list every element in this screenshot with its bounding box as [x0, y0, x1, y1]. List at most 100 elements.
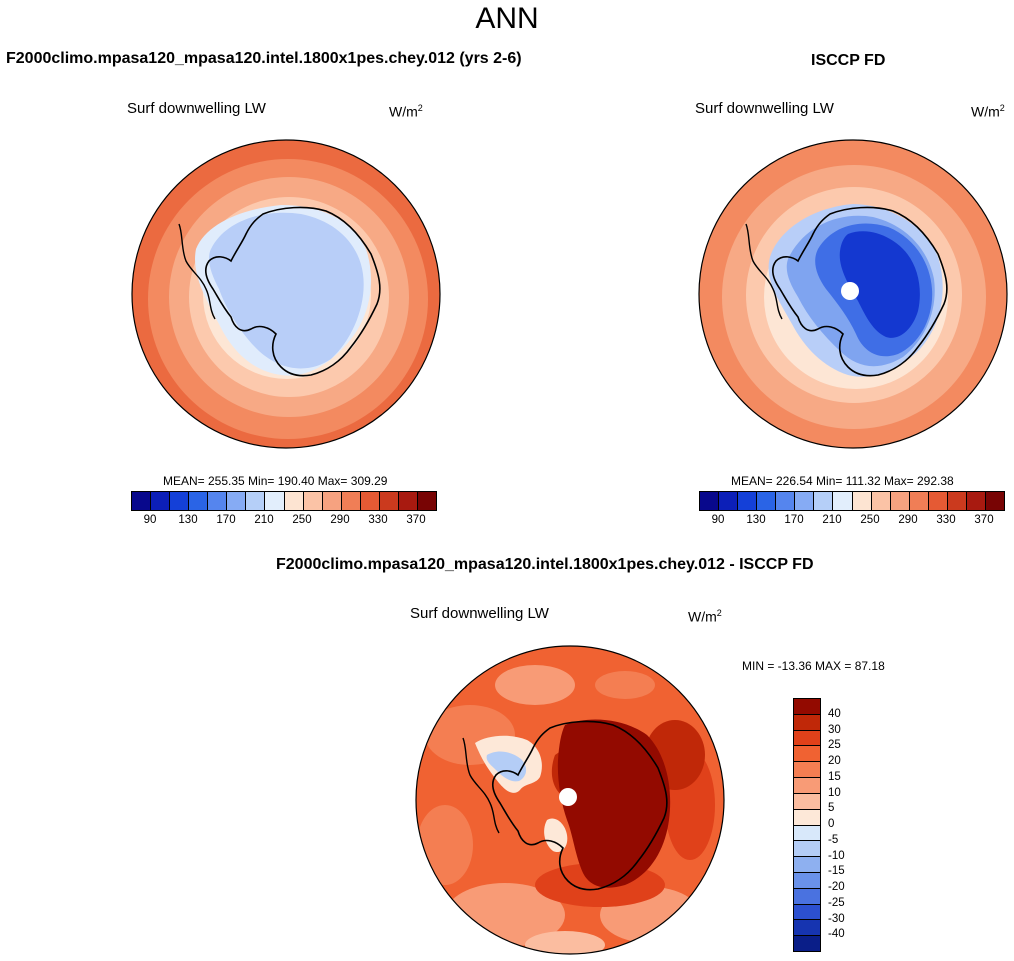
diff-colorbar-tick-label: 0 — [828, 818, 835, 830]
diff-colorbar-tick-label: -30 — [828, 912, 845, 925]
model-colorbar-swatch — [303, 492, 323, 510]
diff-colorbar-tick-label: -15 — [828, 865, 845, 878]
obs-colorbar-tick-label: 330 — [936, 514, 956, 526]
model-colorbar-swatch — [208, 492, 228, 510]
diff-case-title: F2000climo.mpasa120_mpasa120.intel.1800x… — [276, 556, 814, 573]
obs-band-8 — [839, 231, 920, 338]
model-polar-map — [131, 139, 441, 449]
obs-peninsula — [745, 223, 783, 320]
model-colorbar-tick-label: 250 — [292, 514, 312, 526]
obs-colorbar-swatch — [909, 492, 929, 510]
model-colorbar-ticks: 90 130 170 210 250 290 330 370 — [131, 514, 435, 530]
obs-colorbar-swatch — [757, 492, 777, 510]
diff-colorbar-tick-label: -5 — [828, 833, 839, 846]
main-title: ANN — [475, 2, 539, 35]
model-colorbar-swatch — [284, 492, 304, 510]
diff-polar-map — [415, 645, 725, 955]
model-colorbar-swatch — [417, 492, 436, 510]
obs-colorbar-swatch — [852, 492, 872, 510]
model-peninsula — [178, 223, 216, 320]
model-colorbar-swatch — [360, 492, 380, 510]
obs-colorbar-tick-label: 130 — [746, 514, 766, 526]
diff-colorbar-swatch — [794, 730, 820, 747]
diff-colorbar-tick-label: -20 — [828, 881, 845, 893]
diff-coastline — [491, 720, 668, 891]
diff-variable-label: Surf downwelling LW — [410, 605, 549, 622]
obs-colorbar-tick-label: 290 — [898, 514, 918, 526]
diff-peninsula — [462, 737, 500, 834]
model-colorbar — [131, 491, 437, 511]
diff-colorbar-tick-label: -25 — [828, 896, 845, 909]
obs-colorbar-tick-label: 210 — [822, 514, 842, 526]
model-colorbar-swatch — [151, 492, 171, 510]
diff-colorbar-swatch — [794, 904, 820, 921]
obs-colorbar-swatch — [719, 492, 739, 510]
diff-units-label: W/m2 — [688, 608, 722, 625]
obs-colorbar-tick-label: 370 — [974, 514, 994, 526]
diff-colorbar-swatch — [794, 793, 820, 810]
obs-colorbar-swatch — [776, 492, 796, 510]
model-colorbar-swatch — [227, 492, 247, 510]
diff-colorbar-swatch — [794, 809, 820, 826]
model-variable-label: Surf downwelling LW — [127, 100, 266, 117]
model-colorbar-swatch — [246, 492, 266, 510]
obs-colorbar-swatch — [928, 492, 948, 510]
model-colorbar-swatch — [398, 492, 418, 510]
diff-colorbar-swatch — [794, 714, 820, 731]
obs-coastline — [771, 206, 948, 377]
obs-colorbar-swatch — [947, 492, 967, 510]
diff-colorbar-tick-label: 5 — [828, 802, 835, 815]
model-colorbar-swatch — [132, 492, 152, 510]
model-colorbar-swatch — [379, 492, 399, 510]
diff-colorbar-ticks: 40 30 25 20 15 10 5 0 -5 -10 -15 -20 -25 -30 -40 — [828, 698, 868, 950]
model-colorbar-swatch — [341, 492, 361, 510]
diff-colorbar-tick-label: 30 — [828, 723, 841, 736]
diff-colorbar-swatch — [794, 762, 820, 779]
obs-colorbar-swatch — [738, 492, 758, 510]
model-colorbar-tick-label: 130 — [178, 514, 198, 526]
obs-colorbar — [699, 491, 1005, 511]
model-colorbar-tick-label: 330 — [368, 514, 388, 526]
model-colorbar-tick-label: 370 — [406, 514, 426, 526]
obs-colorbar-swatch — [871, 492, 891, 510]
model-colorbar-swatch — [265, 492, 285, 510]
diff-minmax: MIN = -13.36 MAX = 87.18 — [742, 659, 885, 673]
model-colorbar-tick-label: 290 — [330, 514, 350, 526]
obs-colorbar-ticks: 90 130 170 210 250 290 330 370 — [699, 514, 1003, 530]
obs-colorbar-swatch — [985, 492, 1004, 510]
obs-colorbar-swatch — [814, 492, 834, 510]
obs-missing-pole — [841, 282, 859, 300]
model-colorbar-tick-label: 210 — [254, 514, 274, 526]
diff-colorbar-swatch — [794, 778, 820, 794]
obs-polar-map — [698, 139, 1008, 449]
diff-colorbar — [793, 698, 821, 952]
diff-colorbar-tick-label: 10 — [828, 786, 841, 799]
obs-colorbar-swatch — [966, 492, 986, 510]
obs-colorbar-swatch — [700, 492, 720, 510]
model-coastline — [204, 206, 381, 377]
diff-colorbar-swatch — [794, 841, 820, 858]
obs-colorbar-swatch — [795, 492, 815, 510]
diff-colorbar-swatch — [794, 936, 820, 951]
diff-high-positive-region — [557, 719, 671, 888]
diff-colorbar-tick-label: 15 — [828, 770, 841, 783]
obs-colorbar-tick-label: 250 — [860, 514, 880, 526]
model-colorbar-swatch — [189, 492, 209, 510]
diff-colorbar-swatch — [794, 825, 820, 842]
model-colorbar-swatch — [170, 492, 190, 510]
diff-colorbar-swatch — [794, 857, 820, 873]
diff-colorbar-tick-label: -10 — [828, 849, 845, 862]
diff-colorbar-tick-label: 25 — [828, 739, 841, 752]
obs-variable-label: Surf downwelling LW — [695, 100, 834, 117]
obs-colorbar-swatch — [833, 492, 853, 510]
model-units-label: W/m2 — [389, 103, 423, 120]
obs-stats: MEAN= 226.54 Min= 111.32 Max= 292.38 — [731, 474, 954, 488]
obs-colorbar-swatch — [890, 492, 910, 510]
model-stats: MEAN= 255.35 Min= 190.40 Max= 309.29 — [163, 474, 388, 488]
diff-colorbar-tick-label: 20 — [828, 755, 841, 767]
diff-colorbar-swatch — [794, 888, 820, 905]
obs-colorbar-tick-label: 90 — [711, 514, 725, 526]
model-colorbar-tick-label: 90 — [143, 514, 157, 526]
diff-colorbar-swatch — [794, 699, 820, 715]
diff-colorbar-tick-label: 40 — [828, 707, 841, 720]
